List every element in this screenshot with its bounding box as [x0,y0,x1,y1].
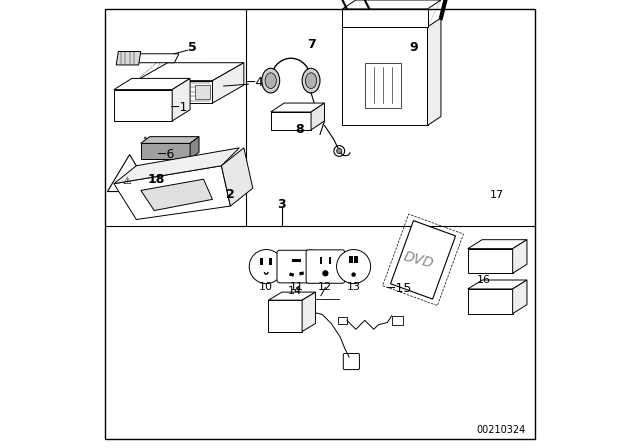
Polygon shape [513,280,527,314]
Polygon shape [141,137,199,143]
Circle shape [165,137,168,139]
Text: 3: 3 [278,198,286,211]
Text: 18: 18 [148,172,165,186]
Text: 13: 13 [347,282,360,292]
Circle shape [322,270,328,276]
Polygon shape [114,90,172,121]
Text: DVD: DVD [402,249,435,271]
Text: 10: 10 [259,282,273,292]
Polygon shape [114,148,239,184]
Text: −15: −15 [385,282,412,296]
Circle shape [151,141,154,143]
Bar [328,257,332,264]
Bar [299,271,304,276]
FancyBboxPatch shape [277,250,316,283]
Polygon shape [114,166,230,220]
Ellipse shape [302,69,320,93]
Polygon shape [269,300,302,332]
Text: −6: −6 [156,148,175,161]
Text: −1: −1 [170,101,188,114]
Circle shape [351,272,356,277]
Circle shape [173,141,175,143]
Polygon shape [269,292,316,300]
Bar [260,258,263,265]
FancyBboxPatch shape [343,353,360,370]
Polygon shape [221,148,253,206]
Circle shape [165,141,168,143]
Circle shape [223,190,228,195]
Polygon shape [136,81,212,103]
Circle shape [337,148,342,154]
Bar [338,317,347,324]
Text: 7: 7 [307,38,316,52]
Polygon shape [513,240,527,273]
Text: 9: 9 [410,40,419,54]
Polygon shape [136,63,244,81]
Circle shape [125,194,130,200]
Circle shape [295,306,305,314]
Bar [349,256,353,263]
Polygon shape [342,0,441,9]
Text: 17: 17 [490,190,504,200]
Polygon shape [190,137,199,159]
Bar [292,259,301,262]
Bar [355,256,358,263]
Polygon shape [468,240,527,249]
Polygon shape [271,112,311,130]
Polygon shape [116,52,141,65]
Bar [379,63,386,67]
Polygon shape [114,78,190,90]
Bar [319,257,322,264]
Bar [269,258,272,265]
Text: 12: 12 [318,282,332,292]
Polygon shape [195,85,210,99]
Polygon shape [342,27,428,125]
Circle shape [144,137,147,139]
Text: 11: 11 [290,282,304,292]
Polygon shape [468,280,527,289]
Polygon shape [271,103,324,112]
Circle shape [158,141,161,143]
Bar [392,316,403,325]
Polygon shape [108,155,152,192]
FancyBboxPatch shape [306,250,344,283]
Text: 00210324: 00210324 [477,425,526,435]
Polygon shape [342,9,428,27]
Ellipse shape [305,73,317,89]
Polygon shape [390,220,456,299]
Circle shape [249,250,284,284]
Polygon shape [311,103,324,130]
Polygon shape [468,249,513,273]
Circle shape [158,137,161,139]
Text: ⚠: ⚠ [123,177,132,186]
Ellipse shape [265,73,276,89]
Circle shape [144,141,147,143]
Circle shape [173,137,175,139]
Circle shape [180,137,182,139]
Text: −4: −4 [246,76,264,90]
Polygon shape [172,78,190,121]
Text: 16: 16 [477,275,490,285]
Text: 14: 14 [288,286,303,296]
Circle shape [151,137,154,139]
Circle shape [129,177,134,182]
Text: 8: 8 [296,123,304,137]
Polygon shape [212,63,244,103]
Polygon shape [141,179,212,211]
Polygon shape [141,143,190,159]
Text: 5: 5 [188,40,196,54]
Circle shape [334,146,344,156]
Polygon shape [302,292,316,332]
Polygon shape [129,54,179,63]
Bar [289,272,294,277]
Ellipse shape [262,69,280,93]
Polygon shape [468,289,513,314]
Polygon shape [428,18,441,125]
Circle shape [180,141,182,143]
Text: 2: 2 [226,188,235,202]
Circle shape [337,250,371,284]
